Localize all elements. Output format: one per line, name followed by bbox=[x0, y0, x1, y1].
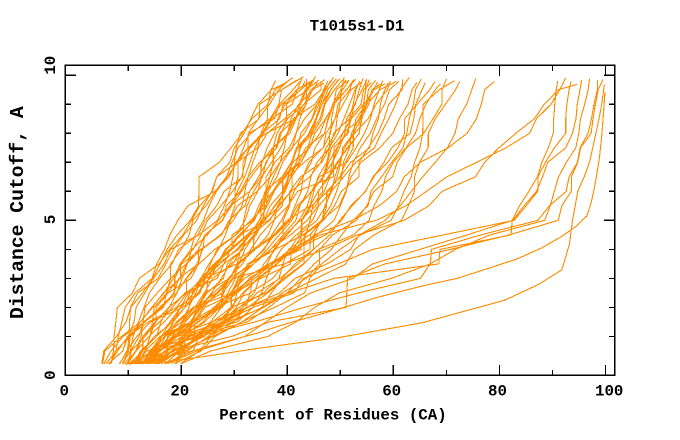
svg-text:T1015s1-D1: T1015s1-D1 bbox=[310, 18, 405, 36]
svg-text:Distance Cutoff, A: Distance Cutoff, A bbox=[7, 106, 29, 319]
svg-text:0: 0 bbox=[42, 370, 60, 379]
svg-text:20: 20 bbox=[170, 382, 189, 400]
svg-text:40: 40 bbox=[277, 382, 296, 400]
svg-text:0: 0 bbox=[60, 382, 69, 400]
svg-text:5: 5 bbox=[42, 215, 60, 224]
svg-text:Percent of Residues (CA): Percent of Residues (CA) bbox=[219, 407, 447, 425]
svg-text:80: 80 bbox=[488, 382, 507, 400]
svg-text:100: 100 bbox=[595, 382, 623, 400]
svg-text:10: 10 bbox=[42, 56, 60, 75]
svg-text:60: 60 bbox=[382, 382, 401, 400]
